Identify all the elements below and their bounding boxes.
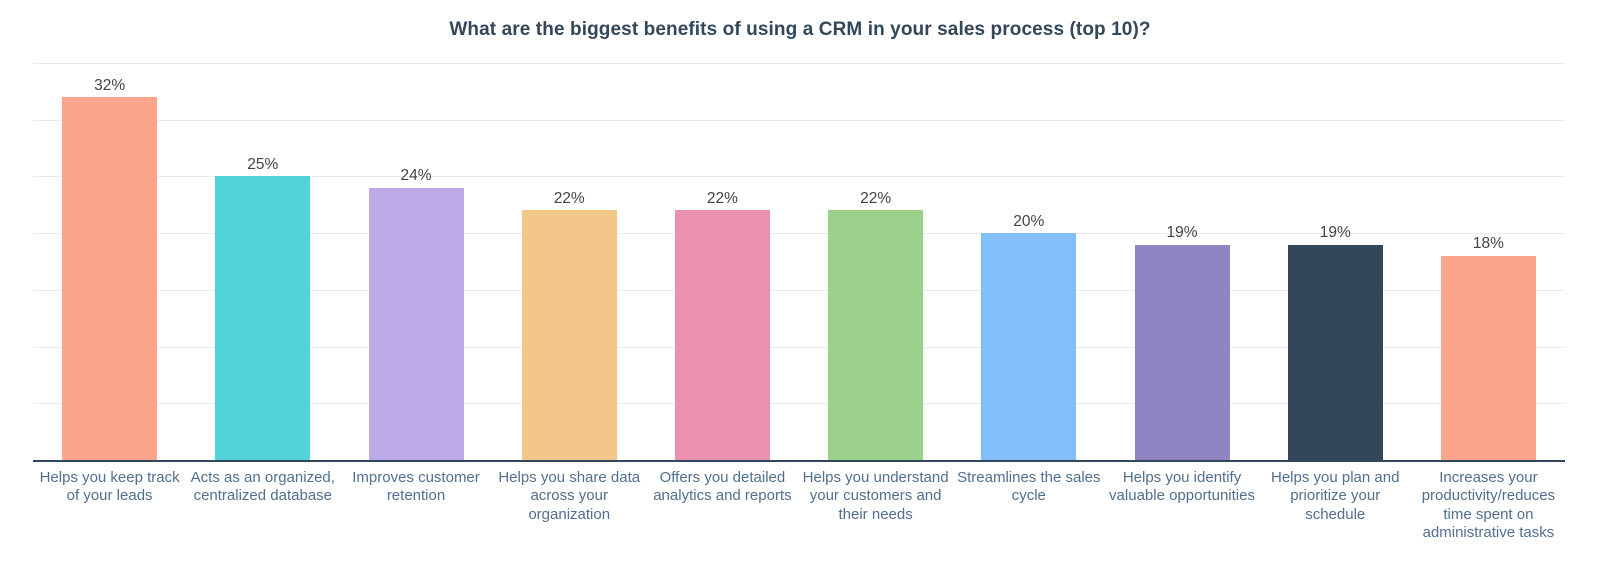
- bar: [674, 210, 770, 460]
- category-label: Streamlines the sales cycle: [957, 469, 1101, 505]
- bar-column: 22%: [646, 63, 799, 460]
- bar-column: 20%: [952, 63, 1105, 460]
- bar-column: 32%: [33, 63, 186, 460]
- bar-value-label: 32%: [94, 76, 126, 94]
- category-label: Helps you share data across your organiz…: [498, 469, 641, 523]
- bar-column: 25%: [186, 63, 339, 460]
- bar: [62, 97, 158, 460]
- bar-value-label: 20%: [1013, 212, 1045, 230]
- gridline: [33, 403, 1565, 405]
- bar-column: 18%: [1412, 63, 1565, 460]
- bar: [521, 210, 617, 460]
- category-label: Increases your productivity/reduces time…: [1421, 469, 1556, 542]
- category-label: Helps you understand your customers and …: [802, 469, 949, 523]
- gridline: [33, 233, 1565, 235]
- category-label: Helps you identify valuable opportunitie…: [1109, 469, 1255, 505]
- bar-value-label: 22%: [553, 189, 585, 207]
- bar-value-label: 24%: [400, 167, 432, 185]
- bar: [1287, 244, 1383, 460]
- bar-column: 22%: [799, 63, 952, 460]
- gridline: [33, 63, 1565, 64]
- bar-value-label: 19%: [1319, 224, 1351, 241]
- bar: [215, 176, 311, 460]
- gridline: [33, 119, 1565, 121]
- gridline: [33, 346, 1565, 348]
- bar-column: 19%: [1105, 63, 1258, 460]
- category-label: Helps you plan and prioritize your sched…: [1271, 469, 1400, 523]
- bar: [1134, 244, 1230, 460]
- category-label: Acts as an organized, centralized databa…: [190, 469, 335, 505]
- bar: [981, 233, 1077, 460]
- bar-column: 24%: [339, 63, 492, 460]
- x-axis-labels: Helps you keep track of your leads Acts a…: [33, 469, 1565, 543]
- bar: [1440, 255, 1536, 460]
- bar-value-label: 18%: [1472, 235, 1504, 253]
- category-label: Helps you keep track of your leads: [39, 469, 180, 505]
- bar-value-label: 22%: [860, 189, 892, 207]
- chart-title: What are the biggest benefits of using a…: [449, 19, 1151, 40]
- gridline: [33, 289, 1565, 291]
- bar-value-label: 25%: [247, 155, 279, 173]
- bar: [368, 187, 464, 460]
- bar: [828, 210, 924, 460]
- gridline: [33, 176, 1565, 178]
- bar-column: 22%: [493, 63, 646, 460]
- category-label: Improves customer retention: [352, 469, 480, 505]
- bar-column: 19%: [1259, 63, 1412, 460]
- bar-value-label: 22%: [706, 189, 738, 207]
- bar-series: 32% 25% 24% 22% 22% 22% 20% 19% 19% 18%: [33, 63, 1565, 460]
- category-label: Offers you detailed analytics and report…: [653, 469, 792, 505]
- plot-area: 32% 25% 24% 22% 22% 22% 20% 19% 19% 18%: [33, 63, 1565, 462]
- bar-value-label: 19%: [1166, 224, 1198, 241]
